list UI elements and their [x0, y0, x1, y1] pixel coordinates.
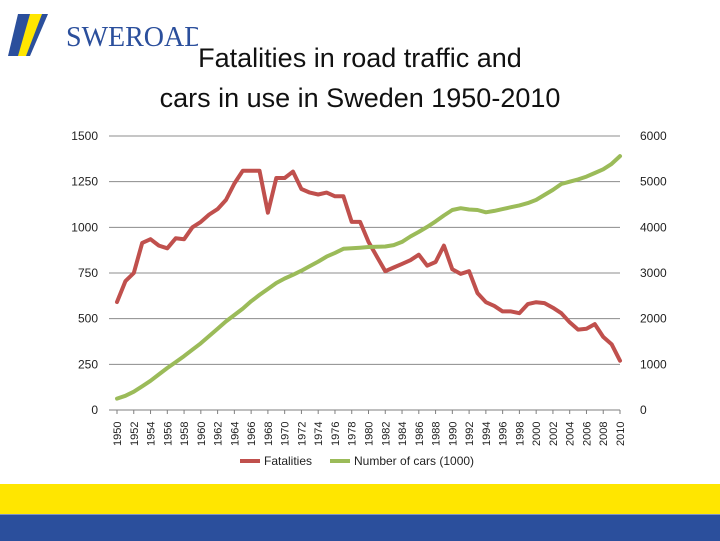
x-tick-label: 1954 — [146, 422, 158, 446]
x-tick-label: 1998 — [514, 422, 526, 446]
x-tick-label: 1982 — [380, 422, 392, 446]
x-tick-label: 1996 — [498, 422, 510, 446]
logo-stripe-yellow — [18, 14, 42, 56]
x-tick-label: 2010 — [615, 422, 627, 446]
x-tick-label: 2004 — [565, 422, 577, 446]
y-right-tick-label: 3000 — [640, 266, 667, 280]
y-right-tick-label: 2000 — [640, 312, 667, 326]
y-right-tick-label: 6000 — [640, 129, 667, 143]
x-tick-label: 1974 — [313, 422, 325, 446]
series-line-fatalities — [115, 168, 622, 363]
y-left-tick-label: 500 — [78, 312, 98, 326]
x-tick-label: 1978 — [347, 422, 359, 446]
x-tick-label: 1958 — [179, 422, 191, 446]
x-tick-label: 1952 — [129, 422, 141, 446]
x-tick-label: 1980 — [364, 422, 376, 446]
x-tick-label: 1994 — [481, 422, 493, 446]
x-tick-label: 1950 — [112, 422, 124, 446]
x-tick-label: 1992 — [464, 422, 476, 446]
y-left-tick-label: 0 — [91, 403, 98, 417]
y-right-tick-label: 5000 — [640, 175, 667, 189]
x-tick-label: 2002 — [548, 422, 560, 446]
y-left-tick-label: 1250 — [71, 175, 98, 189]
x-tick-label: 2008 — [598, 422, 610, 446]
legend-label: Number of cars (1000) — [354, 454, 474, 468]
x-tick-label: 1968 — [263, 422, 275, 446]
x-tick-label: 1972 — [296, 422, 308, 446]
x-tick-label: 1988 — [431, 422, 443, 446]
x-tick-label: 2000 — [531, 422, 543, 446]
y-left-tick-label: 1000 — [71, 220, 98, 234]
y-left-tick-label: 1500 — [71, 129, 98, 143]
slide-title-line1: Fatalities in road traffic and — [198, 43, 522, 73]
slide-title-line2: cars in use in Sweden 1950-2010 — [159, 83, 561, 113]
x-tick-label: 1990 — [447, 422, 459, 446]
sweroad-logo: SWEROAD — [8, 14, 198, 56]
y-right-tick-label: 1000 — [640, 357, 667, 371]
legend-label: Fatalities — [264, 454, 312, 468]
footer-yellow-band — [0, 484, 720, 514]
y-left-tick-label: 750 — [78, 266, 98, 280]
footer-blue-band — [0, 514, 720, 541]
x-tick-label: 1984 — [397, 422, 409, 446]
logo-wordmark: SWEROAD — [66, 22, 198, 53]
x-tick-label: 1970 — [280, 422, 292, 446]
line-chart: 0 0 250 1000 500 2000 750 3000 1000 4000 1250 5000 1… — [71, 129, 667, 468]
x-tick-label: 1976 — [330, 422, 342, 446]
y-right-tick-label: 4000 — [640, 220, 667, 234]
x-tick-label: 1962 — [213, 422, 225, 446]
x-tick-label: 2006 — [581, 422, 593, 446]
y-right-tick-label: 0 — [640, 403, 647, 417]
x-tick-label: 1956 — [162, 422, 174, 446]
series-line-cars — [115, 154, 622, 401]
x-tick-label: 1964 — [229, 422, 241, 446]
x-tick-label: 1966 — [246, 422, 258, 446]
x-tick-label: 1986 — [414, 422, 426, 446]
y-left-tick-label: 250 — [78, 357, 98, 371]
x-tick-label: 1960 — [196, 422, 208, 446]
